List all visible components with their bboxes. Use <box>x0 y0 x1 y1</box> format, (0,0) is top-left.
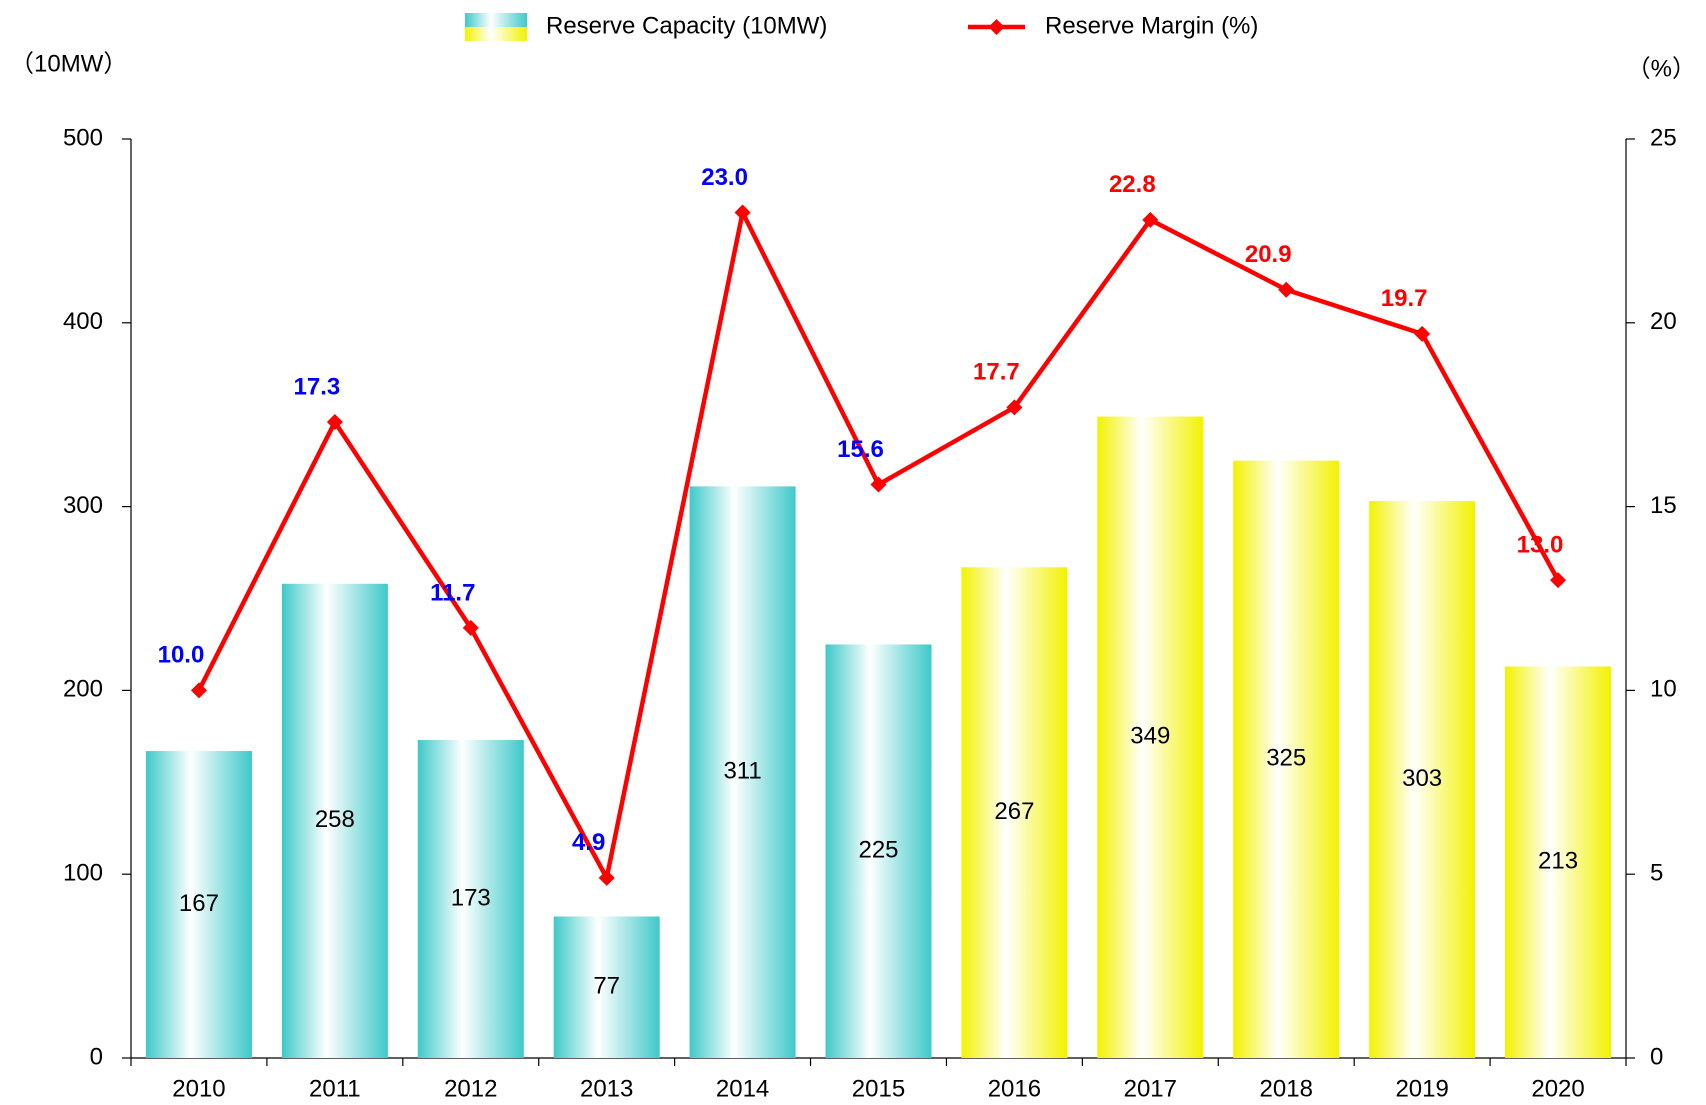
legend-label: Reserve Margin (%) <box>1045 12 1258 39</box>
y-tick-label: 400 <box>63 308 103 335</box>
y-axis-label: （10MW） <box>10 50 127 77</box>
line-marker <box>1414 325 1431 342</box>
line-value-label: 10.0 <box>158 642 205 669</box>
bar <box>825 644 932 1058</box>
bar-value-label: 225 <box>858 837 898 864</box>
bar-value-label: 77 <box>593 973 620 1000</box>
line-value-label: 17.3 <box>294 373 341 400</box>
line-value-label: 17.7 <box>973 359 1020 386</box>
line-value-label: 20.9 <box>1245 241 1292 268</box>
bar-value-label: 258 <box>315 806 355 833</box>
line-value-label: 15.6 <box>837 436 884 463</box>
bar <box>1505 666 1612 1058</box>
bar <box>1369 501 1476 1058</box>
line-value-label: 4.9 <box>572 829 605 856</box>
y-tick-label: 200 <box>63 676 103 703</box>
y2-tick-label: 25 <box>1650 124 1677 151</box>
y2-tick-label: 10 <box>1650 676 1677 703</box>
bar <box>689 486 796 1059</box>
bar <box>417 740 524 1058</box>
y2-axis-label: （%） <box>1627 55 1696 82</box>
bar <box>1097 416 1204 1059</box>
x-tick-label: 2014 <box>716 1075 769 1102</box>
bar-value-label: 173 <box>451 884 491 911</box>
y2-tick-label: 20 <box>1650 308 1677 335</box>
legend-swatch <box>465 13 527 27</box>
line-value-label: 23.0 <box>701 164 748 191</box>
bar-value-label: 325 <box>1266 745 1306 772</box>
bar <box>1233 460 1340 1058</box>
x-tick-label: 2016 <box>988 1075 1041 1102</box>
legend-label: Reserve Capacity (10MW) <box>546 12 827 39</box>
line-value-label: 19.7 <box>1381 285 1428 312</box>
line-value-label: 13.0 <box>1517 531 1564 558</box>
bar <box>145 751 252 1058</box>
x-tick-label: 2015 <box>852 1075 905 1102</box>
bar-value-label: 267 <box>994 798 1034 825</box>
bar <box>961 567 1068 1058</box>
line-marker <box>598 869 615 886</box>
x-tick-label: 2011 <box>309 1075 361 1102</box>
bar-value-label: 349 <box>1130 723 1170 750</box>
y2-tick-label: 0 <box>1650 1043 1663 1070</box>
y-tick-label: 300 <box>63 492 103 519</box>
y2-tick-label: 15 <box>1650 492 1677 519</box>
bar <box>281 583 388 1058</box>
x-tick-label: 2018 <box>1260 1075 1313 1102</box>
bar-value-label: 311 <box>723 758 761 785</box>
line-marker <box>1550 572 1567 589</box>
bar-value-label: 167 <box>179 890 219 917</box>
x-tick-label: 2010 <box>172 1075 225 1102</box>
line-marker <box>1142 211 1159 228</box>
x-tick-label: 2019 <box>1395 1075 1448 1102</box>
y-tick-label: 100 <box>63 860 103 887</box>
line-marker <box>870 476 887 493</box>
x-tick-label: 2012 <box>444 1075 497 1102</box>
line-value-label: 22.8 <box>1109 171 1156 198</box>
y-tick-label: 0 <box>90 1043 103 1070</box>
y2-tick-label: 5 <box>1650 860 1663 887</box>
line-marker <box>1006 399 1023 416</box>
bar <box>553 916 660 1058</box>
y-tick-label: 500 <box>63 124 103 151</box>
line-marker <box>462 619 479 636</box>
x-tick-label: 2017 <box>1124 1075 1177 1102</box>
bar-value-label: 303 <box>1402 765 1442 792</box>
legend-marker <box>988 19 1005 35</box>
legend-swatch <box>465 27 527 41</box>
x-tick-label: 2013 <box>580 1075 633 1102</box>
bar-value-label: 213 <box>1538 848 1578 875</box>
line-marker <box>1278 281 1295 298</box>
line-marker <box>190 682 207 699</box>
x-tick-label: 2020 <box>1531 1075 1584 1102</box>
line-value-label: 11.7 <box>430 579 475 606</box>
line-marker <box>734 204 751 221</box>
line-marker <box>326 414 343 431</box>
